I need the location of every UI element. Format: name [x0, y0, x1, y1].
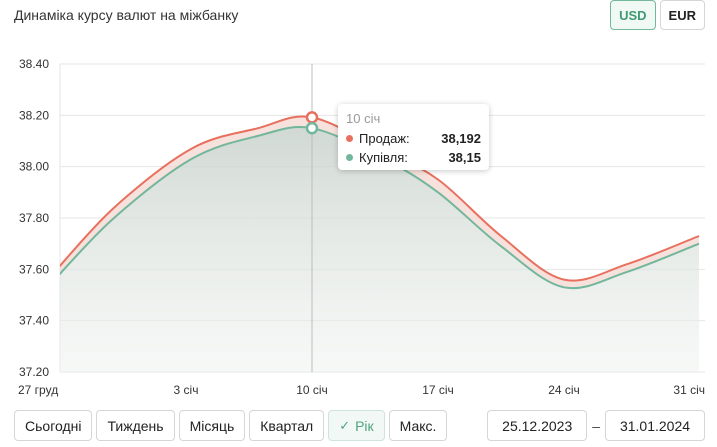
currency-switch: USD EUR	[610, 0, 705, 30]
period-selector: Сьогодні Тиждень Місяць Квартал ✓ Рік Ма…	[14, 410, 448, 441]
period-today-button[interactable]: Сьогодні	[14, 410, 93, 441]
tooltip-sell-label: Продаж:	[359, 131, 410, 146]
date-range: 25.12.2023 – 31.01.2024	[487, 410, 705, 441]
date-to-input[interactable]: 31.01.2024	[605, 410, 705, 441]
eur-button[interactable]: EUR	[659, 0, 705, 30]
x-tick-label: 3 січ	[174, 383, 199, 397]
tooltip-date: 10 січ	[346, 111, 381, 126]
rate-chart[interactable]: 37.20 37.40 37.60 37.80 38.00 38.20 38.40 27 г…	[0, 0, 717, 405]
tooltip-buy-label: Купівля:	[359, 150, 408, 165]
period-month-button[interactable]: Місяць	[178, 410, 246, 441]
tooltip-buy-row: Купівля: 38,15	[346, 148, 481, 167]
check-icon: ✓	[339, 417, 351, 433]
x-tick-label: 24 січ	[548, 383, 580, 397]
x-tick-label: 10 січ	[296, 383, 328, 397]
y-tick-label: 37.60	[19, 262, 49, 276]
sell-dot-icon	[346, 135, 353, 142]
y-tick-label: 37.80	[19, 211, 49, 225]
chart-title: Динаміка курсу валют на міжбанку	[14, 7, 239, 23]
y-tick-label: 38.40	[19, 57, 49, 71]
tooltip-buy-value: 38,15	[448, 150, 481, 165]
buy-area-fill	[60, 127, 699, 372]
buy-dot-icon	[346, 154, 353, 161]
period-year-label: Рік	[355, 417, 374, 434]
date-separator: –	[592, 417, 600, 434]
period-max-button[interactable]: Макс.	[388, 410, 448, 441]
x-tick-label: 17 січ	[422, 383, 454, 397]
tooltip-sell-row: Продаж: 38,192	[346, 129, 481, 148]
period-week-button[interactable]: Тиждень	[96, 410, 175, 441]
tooltip-sell-value: 38,192	[441, 131, 481, 146]
buy-highlight-point	[305, 121, 319, 135]
date-from-input[interactable]: 25.12.2023	[487, 410, 588, 441]
chart-tooltip: 10 січ Продаж: 38,192 Купівля: 38,15	[338, 104, 489, 170]
y-tick-label: 38.20	[19, 108, 49, 122]
x-tick-label: 31 січ	[673, 383, 705, 397]
sell-highlight-point	[305, 111, 319, 124]
y-tick-label: 37.40	[19, 314, 49, 328]
y-tick-label: 38.00	[19, 160, 49, 174]
y-tick-label: 37.20	[19, 365, 49, 379]
period-quarter-button[interactable]: Квартал	[249, 410, 325, 441]
period-year-button[interactable]: ✓ Рік	[328, 410, 385, 441]
x-tick-label: 27 груд	[18, 383, 58, 397]
usd-button[interactable]: USD	[610, 0, 656, 30]
